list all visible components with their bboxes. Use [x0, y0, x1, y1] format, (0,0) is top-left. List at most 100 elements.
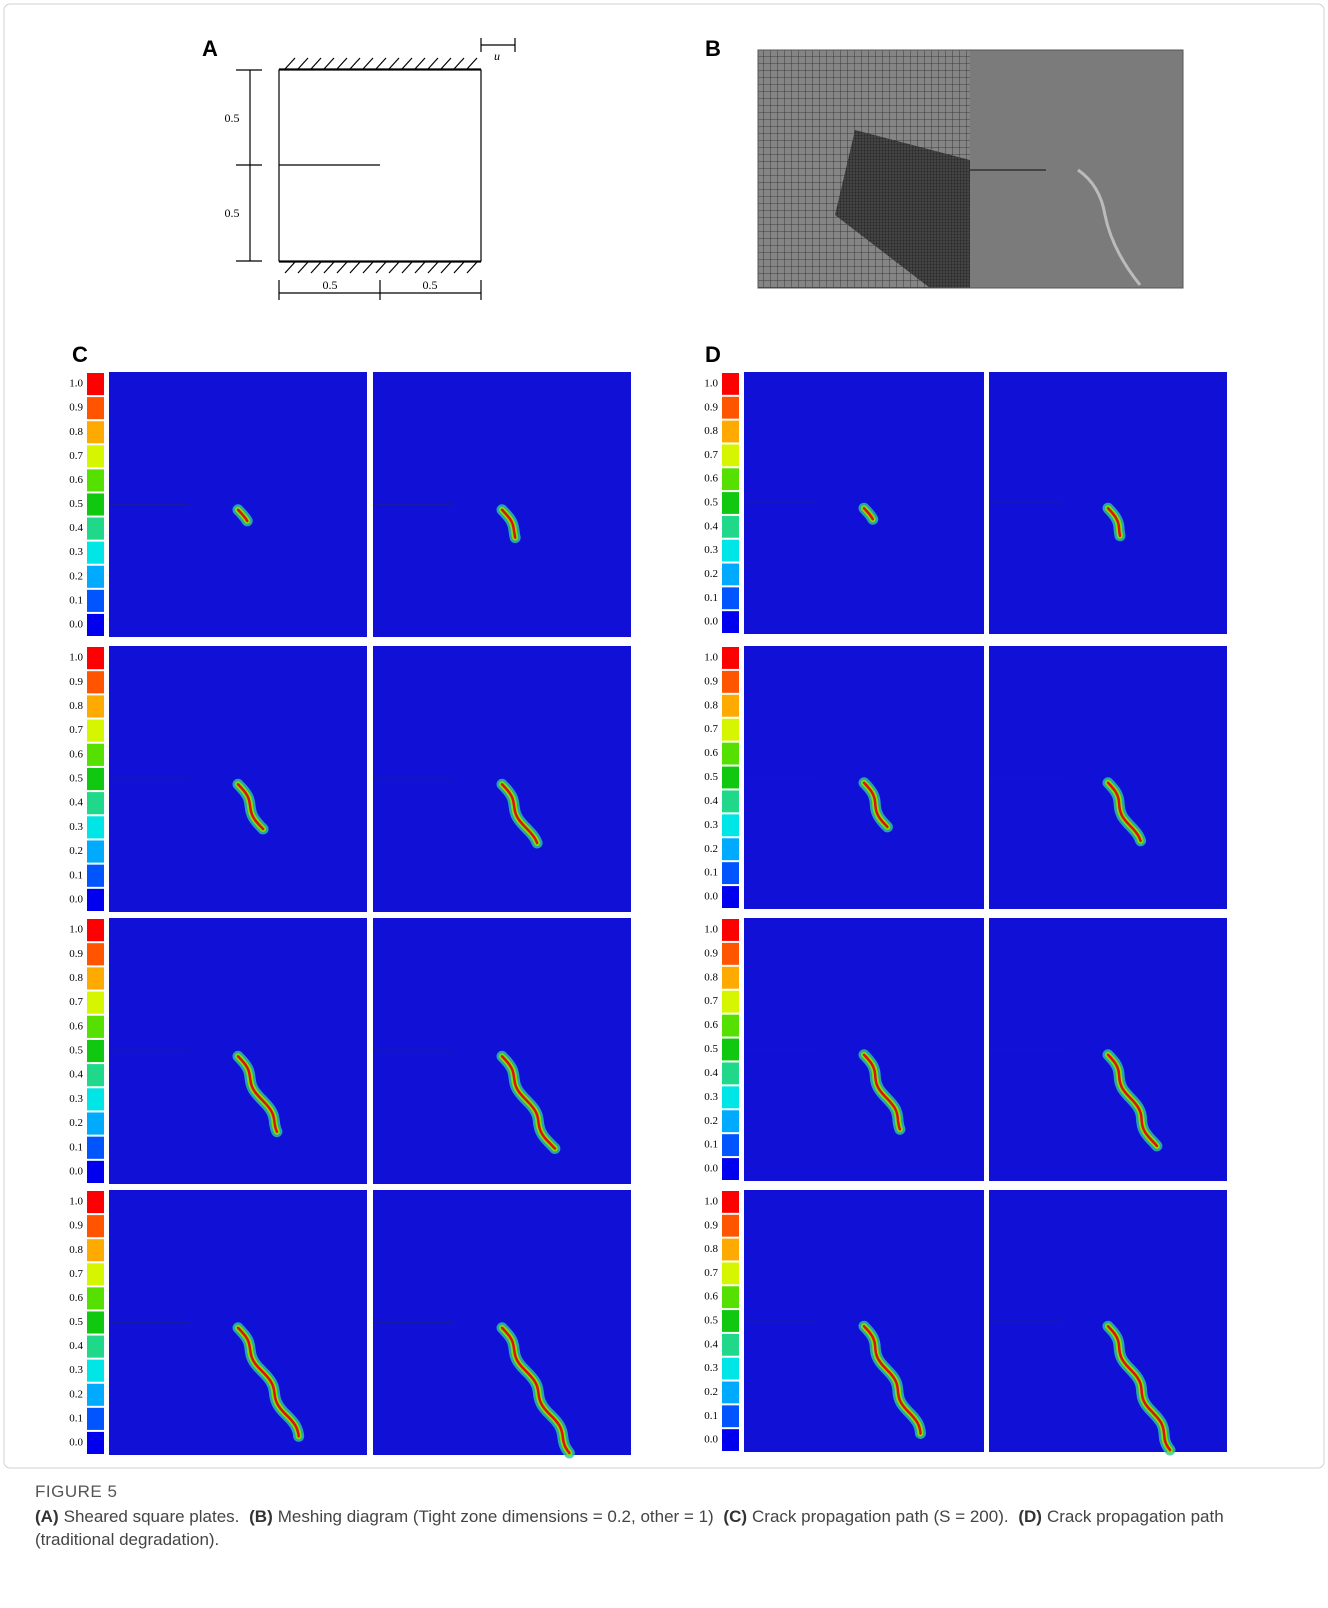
colorbar-tick-label: 0.9 [704, 947, 718, 959]
colorbar-swatch [722, 814, 739, 836]
hatch [350, 58, 360, 69]
colorbar-tick-label: 0.8 [704, 971, 718, 983]
colorbar-swatch [87, 744, 104, 766]
colorbar-tick-label: 0.7 [704, 723, 718, 735]
colorbar-tick-label: 0.3 [69, 821, 83, 833]
hatch [415, 262, 425, 273]
hatch [441, 58, 451, 69]
panel-label: B [705, 36, 721, 61]
colorbar-swatch [87, 1064, 104, 1086]
colorbar-swatch [722, 1334, 739, 1356]
colorbar-swatch [722, 1110, 739, 1132]
colorbar-swatch [87, 445, 104, 467]
colorbar-swatch [722, 468, 739, 490]
colorbar-tick-label: 1.0 [69, 652, 83, 664]
hatch [389, 58, 399, 69]
colorbar-swatch [87, 493, 104, 515]
hatch [467, 58, 477, 69]
colorbar-swatch [722, 943, 739, 965]
colorbar-swatch [87, 816, 104, 838]
colorbar-swatch [722, 1039, 739, 1061]
dimension-label: 0.5 [423, 278, 438, 292]
hatch [454, 58, 464, 69]
colorbar-tick-label: 0.4 [69, 1340, 83, 1352]
colorbar-swatch [87, 1287, 104, 1309]
colorbar-swatch [722, 1215, 739, 1237]
panel-label: A [202, 36, 218, 61]
colorbar-swatch [722, 838, 739, 860]
colorbar-swatch [87, 865, 104, 887]
colorbar-tick-label: 0.2 [704, 568, 718, 580]
colorbar-tick-label: 0.7 [69, 996, 83, 1008]
colorbar-swatch [87, 1040, 104, 1062]
colorbar-swatch [87, 1137, 104, 1159]
colorbar-tick-label: 0.5 [704, 1315, 718, 1327]
colorbar-swatch [722, 1382, 739, 1404]
colorbar-tick-label: 0.6 [704, 1019, 718, 1031]
hatch [415, 58, 425, 69]
colorbar-swatch [722, 421, 739, 443]
colorbar-tick-label: 0.7 [69, 450, 83, 462]
colorbar-swatch [87, 421, 104, 443]
colorbar-tick-label: 0.4 [69, 797, 83, 809]
colorbar-tick-label: 0.8 [69, 700, 83, 712]
colorbar-tick-label: 0.6 [69, 474, 83, 486]
colorbar-tick-label: 0.2 [69, 1388, 83, 1400]
colorbar-swatch [722, 1191, 739, 1213]
colorbar-tick-label: 0.1 [704, 1139, 718, 1151]
colorbar-tick-label: 0.7 [704, 449, 718, 461]
colorbar-swatch [87, 1263, 104, 1285]
colorbar-tick-label: 0.8 [69, 972, 83, 984]
colorbar-swatch [87, 768, 104, 790]
colorbar-swatch [722, 1086, 739, 1108]
hatch [311, 262, 321, 273]
colorbar-tick-label: 0.6 [704, 747, 718, 759]
hatch [428, 262, 438, 273]
colorbar-tick-label: 0.2 [704, 1386, 718, 1398]
hatch [337, 58, 347, 69]
colorbar-tick-label: 0.6 [704, 1291, 718, 1303]
caption-part-label: (C) [723, 1507, 747, 1526]
hatch [337, 262, 347, 273]
colorbar-tick-label: 0.1 [704, 592, 718, 604]
page: A 0.5 0.5 0.5 0.5 u B C D 1.00.90.80.70.… [0, 0, 1328, 1608]
colorbar-swatch [722, 492, 739, 514]
colorbar-tick-label: 0.2 [704, 1115, 718, 1127]
colorbar-swatch [87, 943, 104, 965]
colorbar-tick-label: 0.4 [704, 520, 718, 532]
colorbar-swatch [87, 720, 104, 742]
colorbar-tick-label: 0.8 [69, 1244, 83, 1256]
colorbar-tick-label: 0.9 [704, 401, 718, 413]
caption-part-label: (D) [1018, 1507, 1042, 1526]
colorbar-tick-label: 1.0 [69, 1196, 83, 1208]
panel-label: D [705, 342, 721, 367]
colorbar-tick-label: 0.2 [69, 845, 83, 857]
colorbar-tick-label: 0.3 [69, 546, 83, 558]
colorbar-swatch [87, 1112, 104, 1134]
colorbar-swatch [722, 719, 739, 741]
colorbar-swatch [87, 373, 104, 395]
colorbar-tick-label: 0.7 [704, 995, 718, 1007]
hatch [324, 262, 334, 273]
colorbar-tick-label: 0.8 [704, 425, 718, 437]
hatch [428, 58, 438, 69]
colorbar-tick-label: 0.5 [69, 498, 83, 510]
colorbar-tick-label: 0.9 [69, 1220, 83, 1232]
colorbar-swatch [87, 566, 104, 588]
colorbar-tick-label: 0.0 [69, 1436, 83, 1448]
colorbar-tick-label: 0.9 [704, 1219, 718, 1231]
colorbar-tick-label: 1.0 [704, 651, 718, 663]
colorbar-swatch [722, 373, 739, 395]
colorbar-tick-label: 0.5 [704, 1043, 718, 1055]
colorbar-tick-label: 0.0 [69, 1165, 83, 1177]
colorbar-tick-label: 0.6 [69, 1292, 83, 1304]
hatch [454, 262, 464, 273]
colorbar-tick-label: 0.1 [704, 1410, 718, 1422]
colorbar-swatch [722, 991, 739, 1013]
colorbar-swatch [87, 992, 104, 1014]
colorbar-swatch [722, 695, 739, 717]
colorbar-swatch [87, 1191, 104, 1213]
colorbar-tick-label: 1.0 [69, 378, 83, 390]
colorbar-tick-label: 0.4 [69, 1069, 83, 1081]
colorbar-tick-label: 0.5 [704, 771, 718, 783]
